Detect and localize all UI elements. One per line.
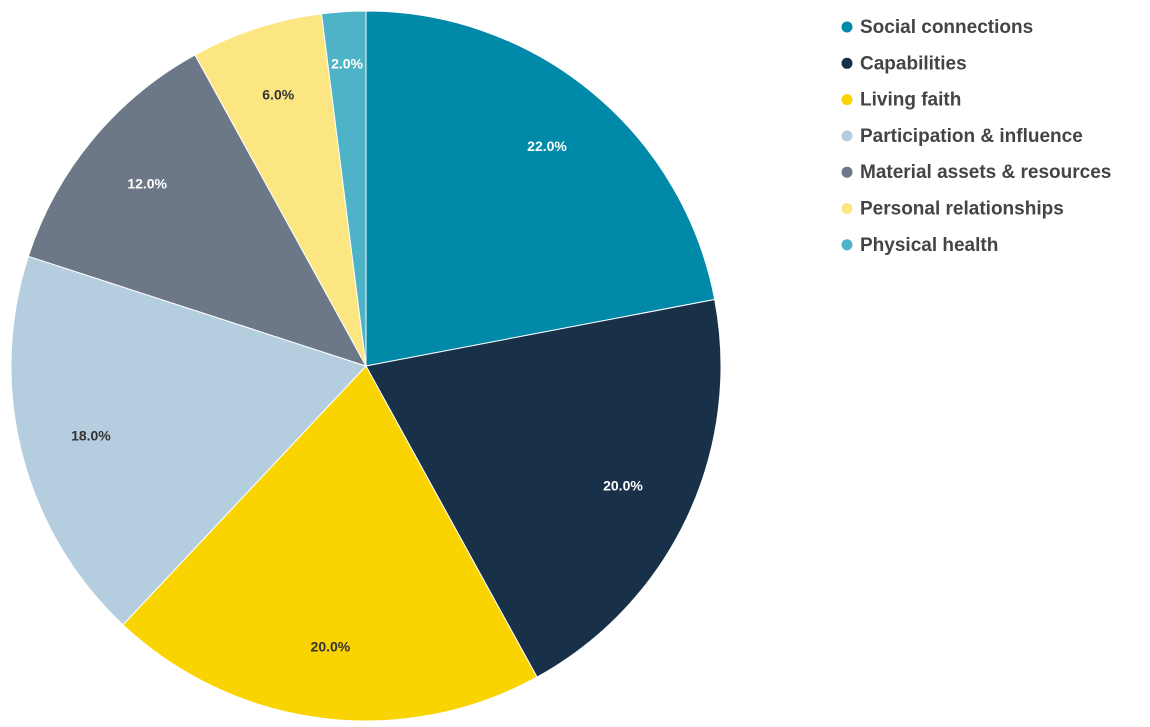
value-label: 12.0% — [127, 176, 167, 192]
value-label: 18.0% — [71, 427, 111, 443]
legend-label: Personal relationships — [860, 199, 1064, 220]
pie-slice — [365, 298, 722, 678]
pie-slice — [194, 13, 367, 367]
value-label: 6.0% — [262, 87, 294, 103]
legend-label: Participation & influence — [860, 126, 1083, 147]
value-label: 20.0% — [603, 478, 643, 494]
legend-label: Material assets & resources — [860, 162, 1111, 183]
legend-swatch — [841, 203, 853, 214]
value-label: 20.0% — [311, 638, 351, 654]
legend-swatch — [841, 94, 853, 106]
pie-slice — [122, 365, 538, 722]
legend-label: Capabilities — [860, 53, 967, 74]
legend-swatch — [841, 21, 853, 33]
value-label: 22.0% — [527, 138, 567, 154]
pie-slice — [10, 255, 367, 626]
legend-swatch — [841, 57, 853, 69]
value-label: 2.0% — [331, 56, 363, 72]
pie-slice — [365, 10, 716, 367]
pie-slice — [27, 54, 368, 367]
legend-swatch — [841, 166, 853, 178]
legend-label: Living faith — [860, 90, 961, 111]
legend-swatch — [841, 239, 853, 251]
legend-label: Social connections — [860, 17, 1033, 38]
legend-swatch — [841, 130, 853, 142]
legend-label: Physical health — [860, 235, 998, 256]
pie-slice — [320, 10, 367, 367]
